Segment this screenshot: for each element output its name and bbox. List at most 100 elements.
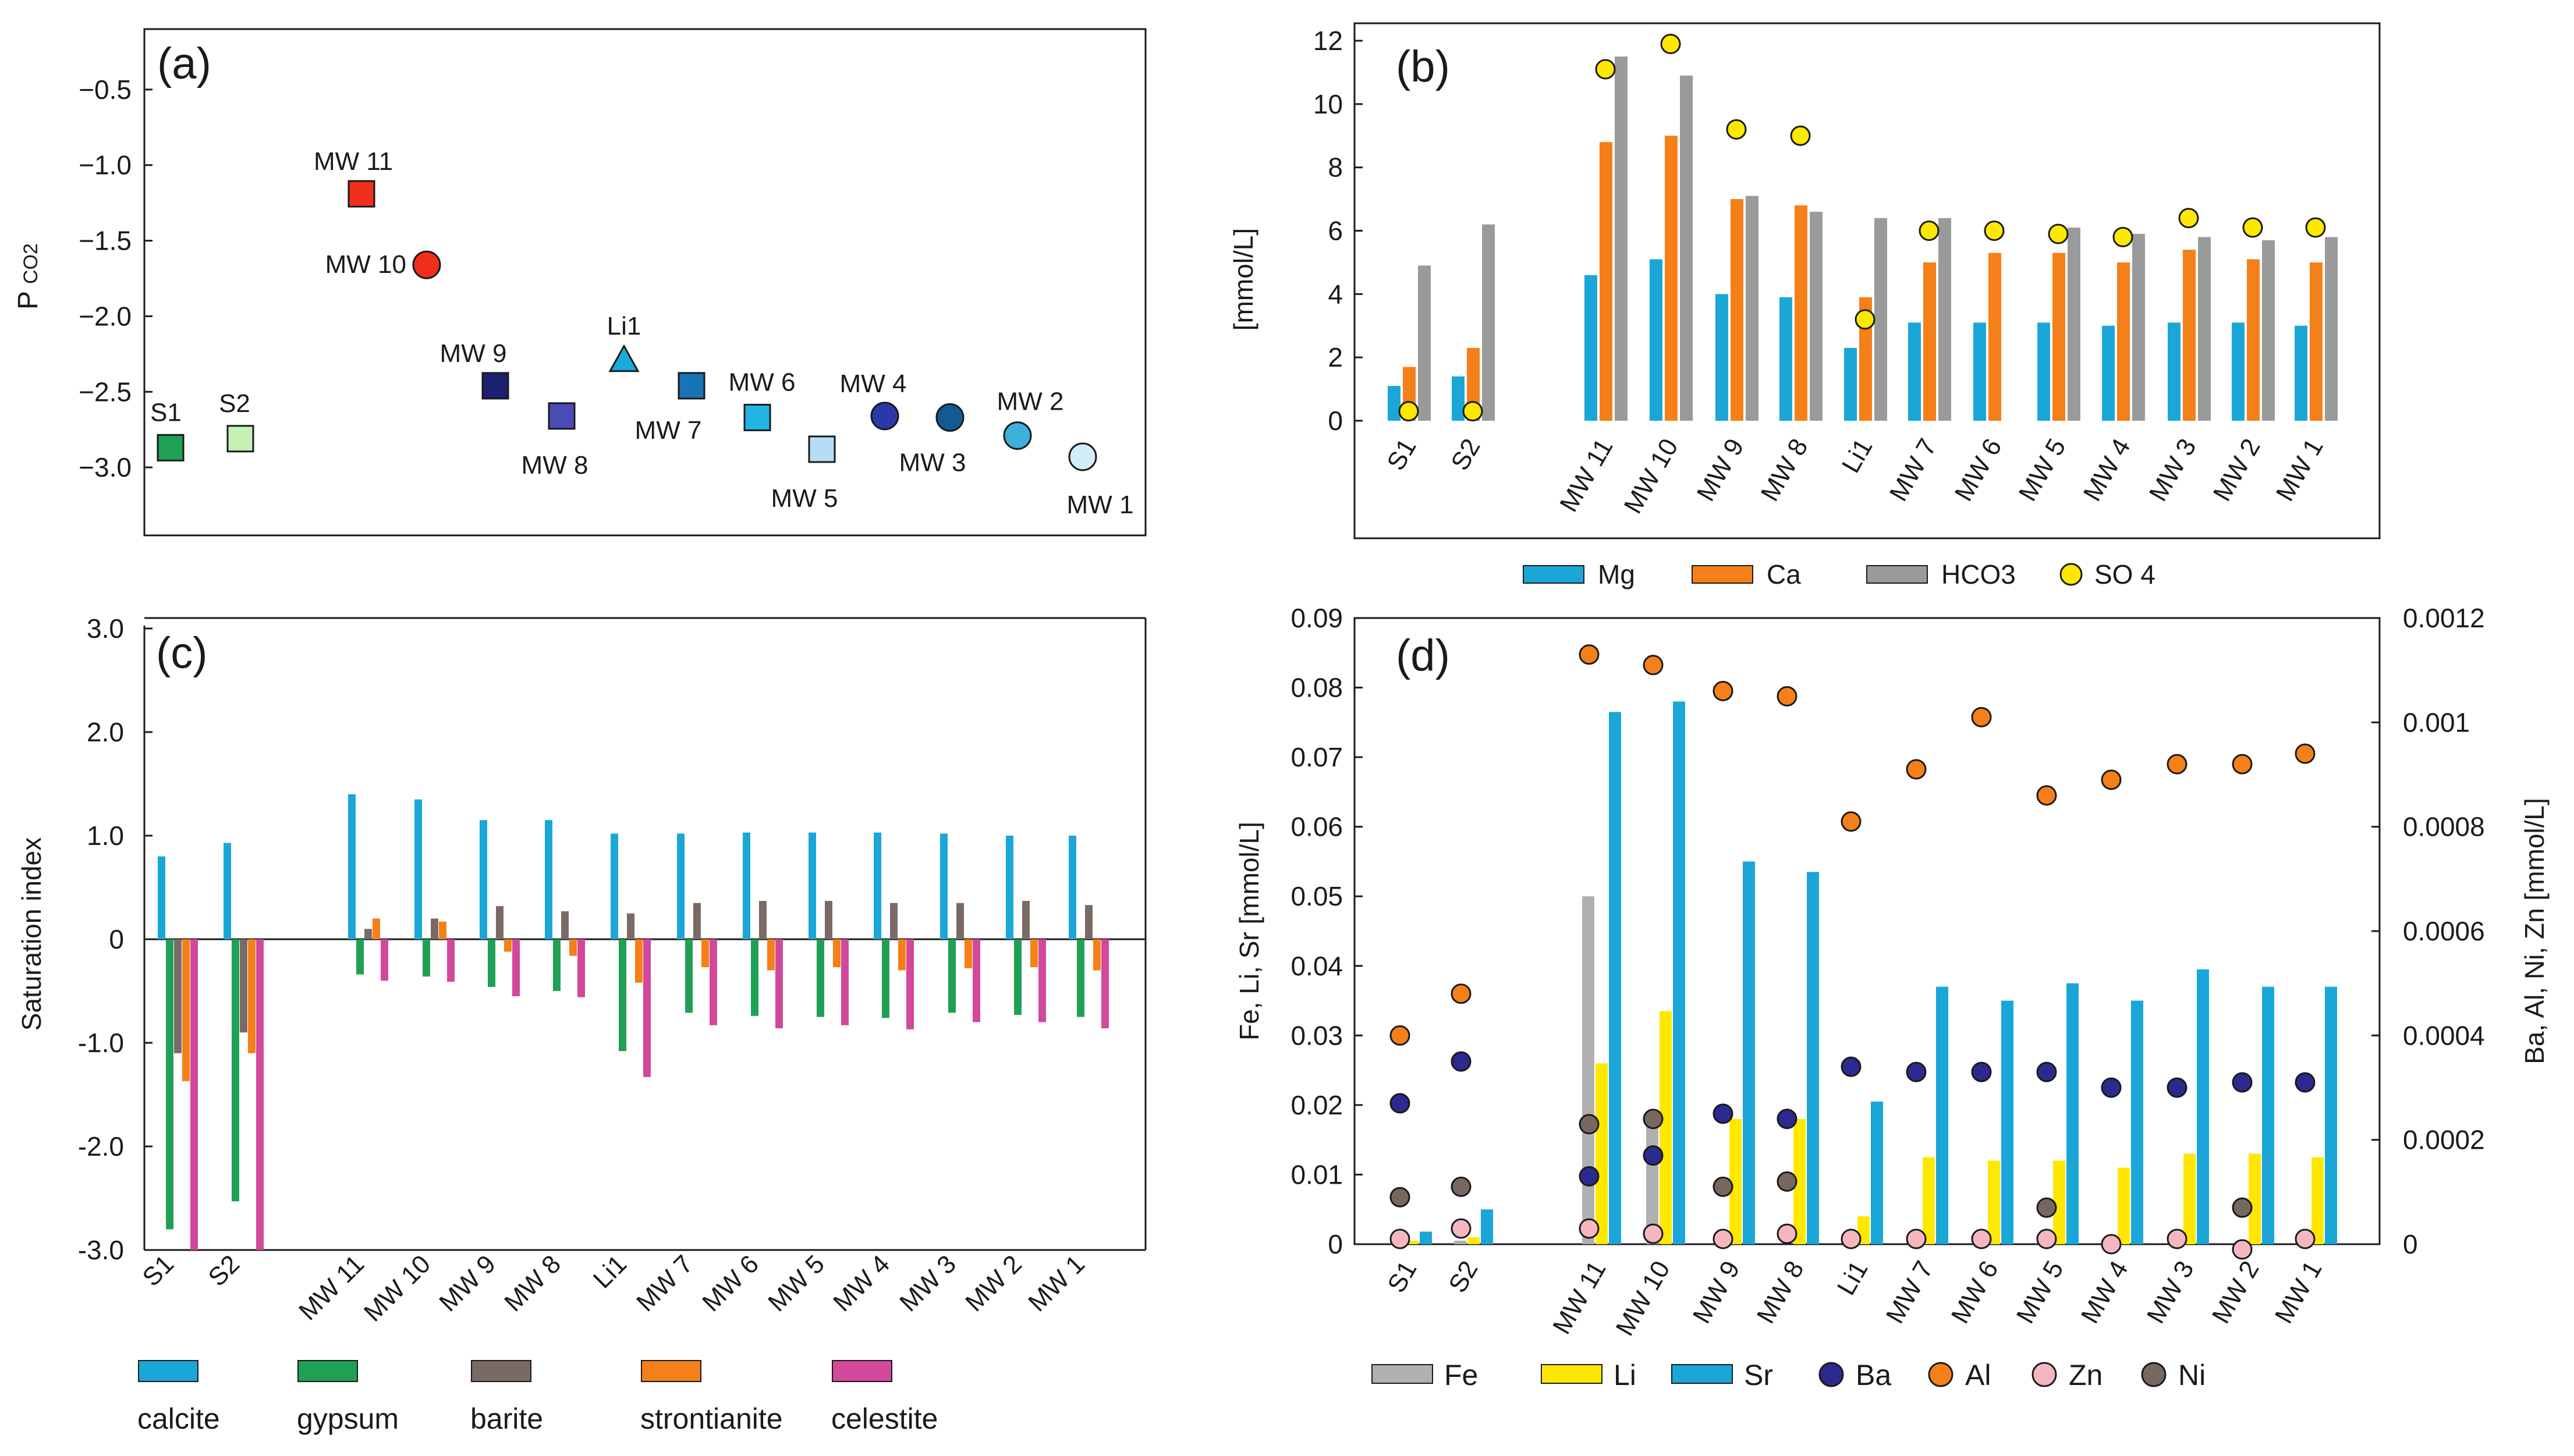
panel-c-bar-calcite [611, 833, 618, 939]
panel-a-point-mw1 [1068, 442, 1097, 471]
panel-d-bar-li [2053, 1160, 2065, 1244]
panel-b-ylabel-wrap: [mmol/L] [1228, 228, 1258, 331]
panel-b-bar-hco3 [1482, 224, 1495, 421]
panel-c-bar-strontianite [898, 939, 906, 971]
panel-b-xtick-label: MW 7 [1884, 434, 1942, 506]
panel-a-point-mw5-label: MW 5 [771, 484, 838, 513]
panel-d-ylabel-left: Fe, Li, Sr [mmol/L] [1234, 822, 1264, 1040]
panel-d-point-ba [1841, 1056, 1862, 1077]
panel-d-xtick-label: MW 2 [2207, 1256, 2265, 1329]
panel-b-xtick-label: S1 [1381, 434, 1421, 475]
panel-b-bar-ca [1795, 205, 1807, 421]
panel-d-xtick-label: S1 [1382, 1256, 1422, 1298]
panel-c-bar-gypsum [882, 939, 889, 1018]
panel-c-ytick-label: -2.0 [78, 1131, 124, 1162]
panel-c-bar-gypsum [817, 939, 824, 1017]
panel-b-legend-swatch [1523, 565, 1584, 584]
panel-b-bar-hco3 [1938, 218, 1951, 421]
panel-c-ytick-label: 0 [109, 924, 124, 954]
panel-d-point-ba [1451, 1051, 1472, 1072]
panel-c-xtick-wrap: MW 7 [631, 1249, 699, 1317]
panel-a-point-mw5 [808, 435, 836, 463]
panel-d-bar-li [2311, 1157, 2324, 1244]
panel-c-bar-gypsum [948, 939, 956, 1013]
panel-d-ytick-left-label: 0.07 [1290, 742, 1343, 772]
panel-d-bar-sr [1743, 861, 1755, 1244]
panel-d-bar-sr [2066, 983, 2079, 1244]
panel-b-bar-ca [2310, 262, 2323, 421]
panel-b-point-so4 [1595, 59, 1616, 80]
panel-d-bar-li [1596, 1063, 1608, 1244]
panel-b-ytick-label: 12 [1313, 26, 1343, 56]
panel-d-bar-sr [1871, 1101, 1883, 1244]
panel-c-bar-strontianite [248, 939, 256, 1053]
panel-b-xtick-label: MW 9 [1692, 434, 1750, 506]
panel-b-xtick-label: MW 2 [2208, 434, 2266, 506]
panel-a-point-mw3 [935, 403, 965, 432]
panel-a-frame [143, 28, 1147, 537]
panel-d-bar-sr [2131, 1000, 2143, 1244]
panel-d-xtick-label: MW 9 [1687, 1256, 1746, 1329]
panel-c-bar-calcite [224, 843, 231, 939]
panel-c-bar-celestite [512, 939, 520, 996]
panel-c-legend-swatch [471, 1360, 531, 1382]
panel-b-legend-swatch [2059, 563, 2083, 586]
panel-c-bar-gypsum [685, 939, 693, 1013]
panel-b-bar-hco3 [2068, 228, 2080, 421]
panel-c-legend-label: calcite [137, 1402, 220, 1435]
panel-c-xtick-label: MW 8 [499, 1249, 566, 1317]
panel-d-xtick-wrap: MW 10 [1611, 1256, 1676, 1341]
panel-c-xtick-wrap: MW 10 [359, 1249, 436, 1327]
panel-d-point-ba [1643, 1145, 1664, 1166]
panel-d-legend-swatch [1371, 1364, 1433, 1384]
panel-d-point-zn [1841, 1228, 1862, 1249]
panel-d-xtick-label: MW 1 [2270, 1256, 2328, 1329]
panel-d-ytick-left-label: 0.09 [1290, 603, 1343, 633]
panel-d-point-ba [1777, 1109, 1797, 1130]
panel-d-point-ba [1971, 1061, 1992, 1082]
panel-c-bar-barite [759, 901, 767, 939]
panel-d-point-al [1971, 706, 1992, 727]
panel-b-point-so4 [1984, 221, 2005, 241]
panel-c-legend-swatch [832, 1360, 892, 1382]
panel-d-point-ni [1579, 1114, 1600, 1135]
panel-d-bar-li [1793, 1118, 1806, 1244]
panel-c-bar-gypsum [423, 939, 430, 977]
panel-b-xtick-label: MW 8 [1756, 434, 1814, 506]
panel-d-point-al [2295, 743, 2316, 764]
panel-d-point-zn [1579, 1218, 1600, 1239]
panel-c-legend-swatch [297, 1360, 358, 1382]
panel-c-bar-barite [364, 929, 372, 939]
panel-c-bar-barite [561, 911, 569, 939]
panel-c-legend-label: strontianite [640, 1402, 783, 1435]
panel-c-xtick-label: MW 7 [631, 1249, 699, 1317]
panel-d-ytick-right-label: 0.001 [2403, 707, 2470, 737]
panel-d-label: (d) [1396, 631, 1450, 680]
panel-c-ytick-label: 3.0 [87, 613, 124, 644]
panel-b-xtick-wrap: MW 9 [1692, 434, 1750, 506]
panel-d-legend-swatch [1818, 1362, 1844, 1387]
panel-a-point-mw8 [548, 402, 576, 430]
panel-b-legend-label: HCO3 [1941, 559, 2016, 589]
panel-a-point-s2-label: S2 [219, 389, 250, 418]
panel-b-bar-hco3 [1874, 218, 1887, 421]
panel-d-point-zn [1389, 1228, 1410, 1249]
panel-c-bar-calcite [940, 833, 948, 939]
panel-d-ytick-left-label: 0 [1328, 1229, 1343, 1259]
panel-d-point-al [2232, 754, 2253, 775]
panel-c-bar-strontianite [833, 939, 841, 968]
panel-c-bar-gypsum [488, 939, 495, 987]
panel-c-bar-calcite [1006, 836, 1013, 939]
panel-d-legend-swatch [2141, 1362, 2167, 1387]
panel-c-bar-gypsum [751, 939, 758, 1016]
panel-b-bar-mg [1973, 322, 1986, 421]
panel-d-legend-swatch [2031, 1362, 2057, 1387]
panel-d-legend-label: Ni [2178, 1359, 2206, 1391]
panel-b-legend-label: Mg [1598, 559, 1635, 589]
panel-d-point-al [1777, 686, 1797, 706]
panel-b-bar-mg [1388, 386, 1401, 421]
panel-d-point-ba [2295, 1072, 2316, 1093]
panel-c-xtick-wrap: MW 5 [763, 1249, 830, 1317]
panel-c-bar-celestite [381, 939, 388, 981]
